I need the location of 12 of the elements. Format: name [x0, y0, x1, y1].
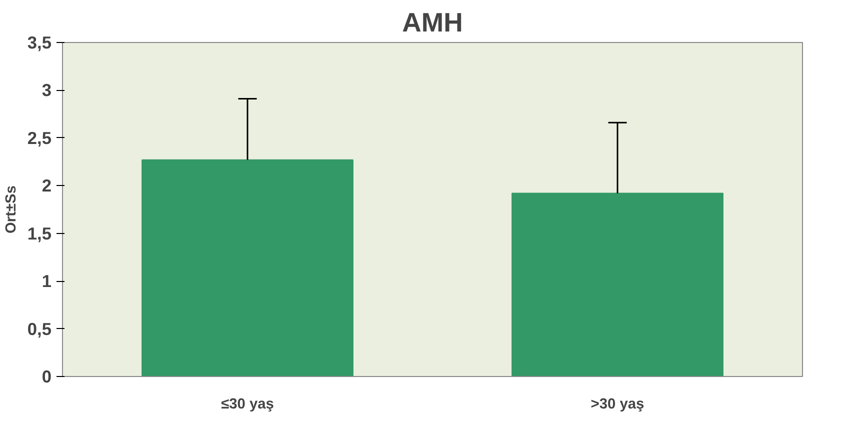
- x-tick-label: ≤30 yaş: [221, 396, 274, 412]
- y-tick-label: 2,5: [27, 128, 52, 148]
- chart-title: AMH: [402, 8, 463, 38]
- y-tick-label: 1: [42, 271, 52, 292]
- y-tick-label: 3,5: [27, 32, 52, 52]
- y-tick-label: 1,5: [27, 223, 52, 244]
- y-tick-label: 0: [42, 366, 52, 386]
- y-tick-label: 3: [42, 80, 52, 100]
- x-tick-label: >30 yaş: [590, 396, 644, 412]
- y-tick-label: 2: [42, 176, 52, 196]
- y-axis-title: Ort±Ss: [3, 186, 20, 234]
- y-tick-label: 0,5: [27, 318, 52, 339]
